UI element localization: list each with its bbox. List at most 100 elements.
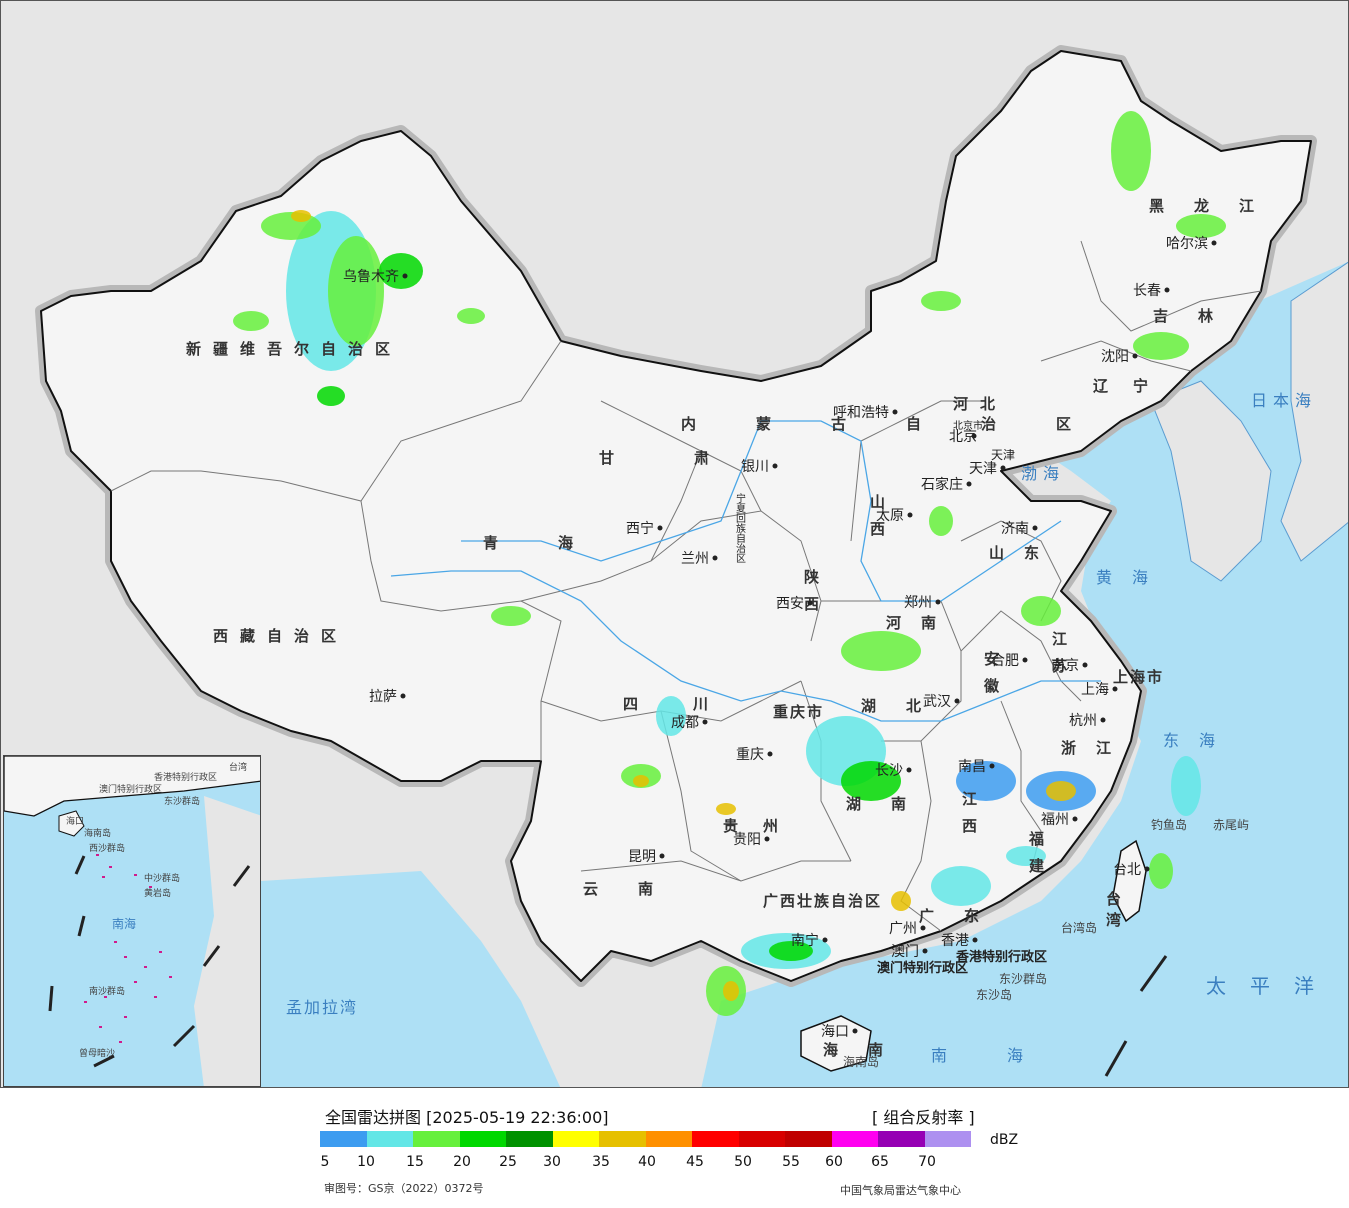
radar-echo (841, 631, 921, 671)
scale-unit: dBZ (990, 1132, 1019, 1148)
radar-echo (921, 291, 961, 311)
city-label: 昆明 (628, 849, 656, 865)
city-label: 兰州 (681, 551, 709, 567)
scale-swatch (552, 1131, 599, 1147)
radar-echo (656, 696, 686, 736)
radar-echo (1171, 756, 1201, 816)
scale-tick: 5 (320, 1154, 330, 1170)
scale-tick: 65 (871, 1154, 889, 1170)
radar-echo (457, 308, 485, 324)
scale-swatch (459, 1131, 506, 1147)
inset-label-huangyan: 黄岩岛 (144, 887, 171, 899)
scale-swatch (645, 1131, 692, 1147)
inset-label-xisha: 西沙群岛 (89, 842, 125, 854)
sea-labels: 日本海 渤海 黄海 东海 南海 太平洋 孟加拉湾 (286, 391, 1338, 1065)
inset-island-dot (124, 1016, 127, 1018)
province-label-shandong: 山东 (989, 544, 1059, 562)
island-label-dongsha: 东沙岛 (976, 987, 1012, 1002)
island-label-taiwan: 台湾岛 (1061, 920, 1097, 935)
city-label: 上海 (1081, 682, 1109, 698)
inset-island-dot (104, 996, 107, 998)
city-label: 澳门 (891, 944, 919, 960)
city-label: 呼和浩特 (833, 405, 889, 421)
city-labels: 乌鲁木齐拉萨西宁兰州银川呼和浩特北京天津石家庄太原济南郑州西安成都重庆贵阳昆明南… (343, 236, 1217, 1040)
province-label-henan: 河南 (886, 614, 956, 632)
city-marker (712, 555, 718, 561)
inset-label-haikou: 海口 (66, 815, 84, 827)
city-label: 沈阳 (1101, 349, 1129, 365)
inset-label-nansha: 南沙群岛 (89, 985, 125, 997)
radar-echo (328, 236, 384, 346)
scale-tick: 15 (406, 1154, 424, 1170)
city-label: 郑州 (904, 595, 932, 611)
province-label-zhejiang: 浙江 (1061, 739, 1131, 757)
scale-swatch (366, 1131, 413, 1147)
province-boundaries (110, 240, 1262, 932)
radar-echo (956, 761, 1016, 801)
province-label-gansu: 甘肃 (599, 449, 789, 467)
city-marker (1112, 686, 1118, 692)
city-label: 长沙 (875, 763, 903, 779)
radar-echo (379, 253, 423, 289)
province-label-hainan: 海南 (823, 1041, 913, 1059)
city-label: 拉萨 (369, 689, 397, 705)
city-marker (1164, 287, 1170, 293)
province-label-fujian: 福建 (1027, 830, 1045, 885)
inset-island-dot (84, 1001, 87, 1003)
inset-hainan (58, 810, 85, 837)
japan-land (1280, 261, 1348, 562)
inset-philippines (194, 796, 260, 1086)
inset-label-dongsha: 东沙群岛 (164, 795, 200, 807)
city-marker (767, 751, 773, 757)
province-label-xinjiang: 新疆维吾尔自治区 (186, 340, 402, 358)
inset-island-dot (159, 951, 162, 953)
inset-island-dot (169, 976, 172, 978)
city-marker (1000, 465, 1006, 471)
inset-island-dot (102, 876, 105, 878)
city-marker (1022, 657, 1028, 663)
city-marker (922, 948, 928, 954)
legend-panel: 全国雷达拼图 [2025-05-19 22:36:00] [ 组合反射率 ] 5… (0, 1088, 1349, 1208)
radar-map: 新疆维吾尔自治区 西藏自治区 青海 甘肃 内蒙古自治区 黑龙江 吉林 辽宁 河北… (0, 0, 1349, 1088)
radar-echo (929, 506, 953, 536)
radar-echo (233, 311, 269, 331)
scale-swatch (924, 1131, 971, 1147)
city-marker (1144, 866, 1150, 872)
inset-label-zhongsha: 中沙群岛 (144, 872, 180, 884)
inset-island-dot (134, 981, 137, 983)
inset-label-zengmu: 曾母暗沙 (79, 1047, 115, 1059)
city-marker (402, 273, 408, 279)
city-marker (852, 1028, 858, 1034)
city-marker (935, 599, 941, 605)
sea-label-south-sea: 南海 (931, 1046, 1083, 1065)
province-label-ningxia: 宁夏回族自治区 (734, 492, 746, 563)
inset-island-dot (149, 886, 152, 888)
province-label-qinghai: 青海 (483, 534, 633, 552)
province-label-shanxi: 山西 (868, 494, 886, 548)
radar-echo (491, 606, 531, 626)
radar-echo (261, 212, 321, 240)
city-label: 济南 (1001, 521, 1029, 537)
radar-echo (1176, 214, 1226, 238)
island-label-chiwei: 赤尾屿 (1213, 818, 1249, 832)
city-label: 天津 (969, 461, 997, 477)
province-label-tianjin: 天津 (991, 448, 1015, 462)
scale-swatch (738, 1131, 785, 1147)
city-marker (972, 937, 978, 943)
radar-echo (1133, 332, 1189, 360)
city-label: 南京 (1051, 658, 1079, 674)
city-marker (920, 925, 926, 931)
city-label: 杭州 (1069, 713, 1097, 729)
radar-echo (931, 866, 991, 906)
inset-label-hongkong: 香港特别行政区 (154, 771, 217, 783)
sea-label-pacific: 太平洋 (1206, 974, 1338, 998)
province-label-guangxi: 广西壮族自治区 (763, 892, 882, 910)
sea-label-japan-sea: 日本海 (1251, 391, 1317, 410)
scale-tick: 25 (499, 1154, 517, 1170)
scale-tick: 10 (357, 1154, 375, 1170)
scale-swatch (506, 1131, 553, 1147)
inset-island-dot (154, 996, 157, 998)
inset-island-dot (99, 1026, 102, 1028)
province-label-hongkong: 香港特别行政区 (955, 949, 1047, 965)
city-marker (807, 600, 813, 606)
